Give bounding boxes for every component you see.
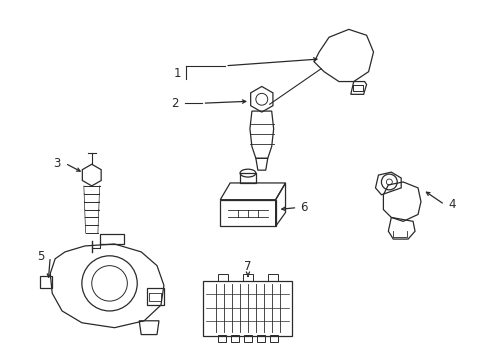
Text: 6: 6 (300, 201, 307, 214)
Bar (218, 274, 228, 282)
Text: 4: 4 (448, 198, 455, 211)
Text: 7: 7 (244, 260, 251, 273)
Bar (244, 334, 251, 342)
Bar (203, 282, 292, 336)
Text: 3: 3 (53, 157, 61, 170)
Bar (230, 334, 238, 342)
Text: 1: 1 (174, 67, 181, 80)
Bar (270, 334, 278, 342)
Bar (217, 334, 225, 342)
Bar (267, 274, 277, 282)
Text: 2: 2 (171, 97, 178, 110)
Text: 5: 5 (37, 250, 44, 263)
Bar (257, 334, 264, 342)
Bar (243, 274, 252, 282)
